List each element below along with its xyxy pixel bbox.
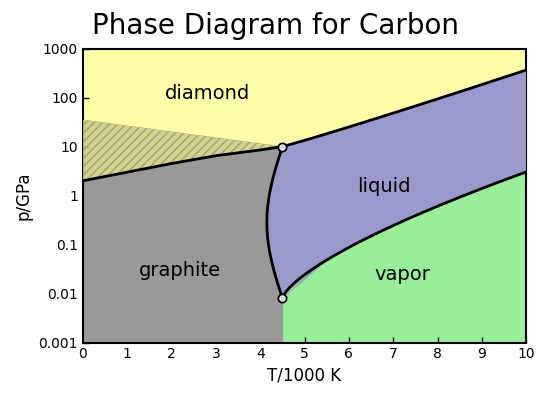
Polygon shape <box>83 120 282 181</box>
Text: vapor: vapor <box>374 264 430 284</box>
Polygon shape <box>282 172 526 342</box>
X-axis label: T/1000 K: T/1000 K <box>267 367 342 385</box>
Polygon shape <box>267 70 526 298</box>
Text: Phase Diagram for Carbon: Phase Diagram for Carbon <box>91 12 459 40</box>
Polygon shape <box>83 48 526 342</box>
Polygon shape <box>267 223 330 298</box>
Polygon shape <box>83 146 282 342</box>
Text: diamond: diamond <box>164 84 250 103</box>
Text: liquid: liquid <box>358 178 411 196</box>
Y-axis label: p/GPa: p/GPa <box>15 171 33 220</box>
Text: graphite: graphite <box>139 261 222 280</box>
